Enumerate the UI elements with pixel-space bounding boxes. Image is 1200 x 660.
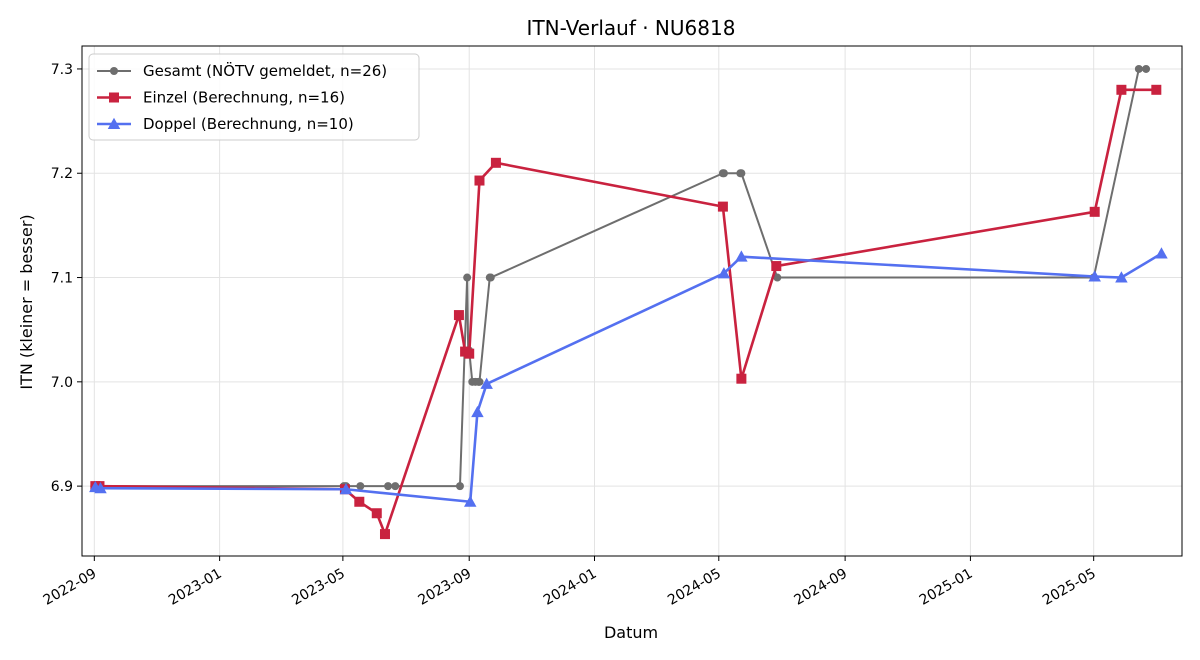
data-point (1151, 84, 1162, 95)
data-point (471, 405, 484, 418)
data-point (735, 250, 748, 262)
legend-label: Gesamt (NÖTV gemeldet, n=26) (143, 61, 387, 80)
y-tick-label: 7.0 (51, 375, 73, 391)
y-tick-label: 7.3 (51, 62, 73, 78)
data-point (486, 273, 495, 282)
data-point (455, 482, 464, 491)
legend-marker (110, 67, 118, 75)
legend-marker (109, 92, 119, 103)
y-tick-label: 6.9 (51, 479, 73, 495)
data-point (356, 482, 365, 491)
y-tick-label: 7.1 (51, 271, 73, 287)
data-point (490, 157, 501, 168)
data-point (1088, 270, 1101, 282)
data-point (717, 267, 731, 279)
data-point (379, 529, 390, 540)
data-point (1134, 64, 1143, 73)
data-point (480, 377, 493, 389)
legend-label: Doppel (Berechnung, n=10) (143, 115, 354, 133)
data-point (391, 482, 400, 491)
series-2 (89, 247, 1168, 507)
data-point (773, 273, 782, 282)
plot-frame (81, 45, 1183, 557)
data-point (354, 496, 365, 507)
data-point (736, 373, 747, 384)
data-point (384, 482, 393, 491)
x-axis-label: Datum (604, 623, 658, 642)
series-layer (89, 64, 1168, 540)
data-point (771, 261, 782, 272)
legend-marker (107, 117, 121, 129)
legend-label: Einzel (Berechnung, n=16) (143, 89, 345, 107)
data-point (717, 201, 728, 212)
data-point (371, 508, 382, 519)
data-point (474, 175, 485, 186)
data-point (1089, 206, 1100, 217)
legend-box (88, 53, 420, 141)
data-point (475, 377, 484, 386)
data-point (1142, 64, 1151, 73)
y-axis-label: ITN (kleiner = besser) (17, 214, 36, 389)
data-point (737, 169, 746, 178)
data-point (94, 481, 107, 494)
data-point (463, 273, 472, 282)
data-point (1115, 271, 1128, 283)
data-point (463, 495, 477, 507)
y-tick-label: 7.2 (51, 166, 73, 182)
data-point (453, 310, 464, 321)
chart-title: ITN-Verlauf · NU6818 (527, 16, 736, 40)
legend: Gesamt (NÖTV gemeldet, n=26) Einzel (Bere… (88, 53, 420, 141)
data-point (1116, 84, 1127, 95)
data-point (1155, 247, 1168, 259)
data-point (464, 348, 475, 359)
data-point (339, 483, 353, 495)
data-point (719, 169, 728, 178)
